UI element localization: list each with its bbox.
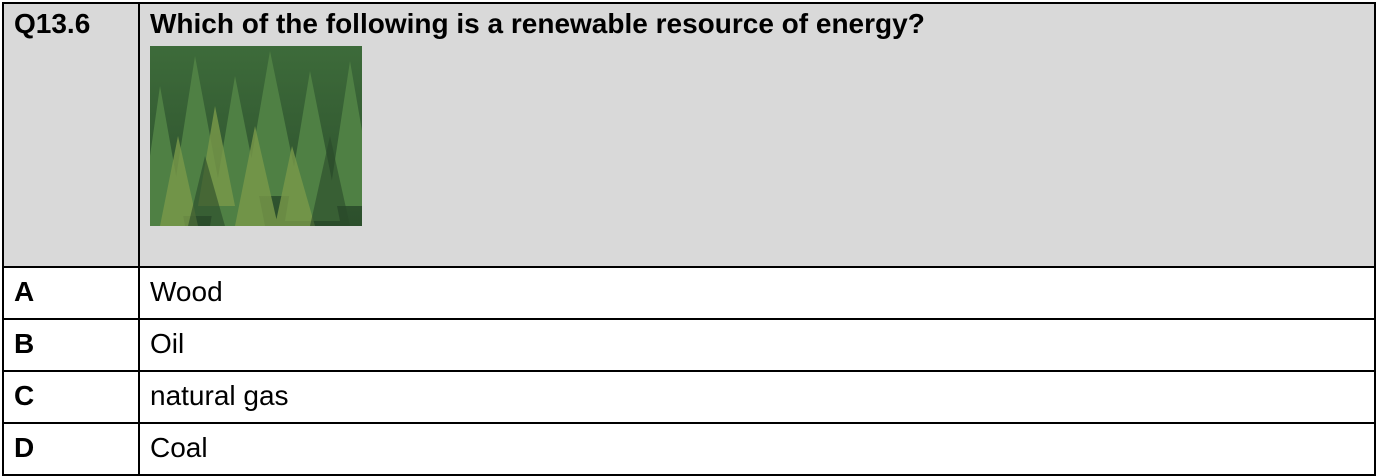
page: Q13.6 Which of the following is a renewa… xyxy=(0,0,1378,475)
option-letter: D xyxy=(3,423,139,475)
option-letter: C xyxy=(3,371,139,423)
option-text: Coal xyxy=(139,423,1375,475)
question-row: Q13.6 Which of the following is a renewa… xyxy=(3,3,1375,267)
option-letter: B xyxy=(3,319,139,371)
question-table: Q13.6 Which of the following is a renewa… xyxy=(2,2,1376,476)
option-text: Wood xyxy=(139,267,1375,319)
option-text: natural gas xyxy=(139,371,1375,423)
option-letter: A xyxy=(3,267,139,319)
question-text: Which of the following is a renewable re… xyxy=(150,8,1364,40)
option-text: Oil xyxy=(139,319,1375,371)
question-number: Q13.6 xyxy=(3,3,139,267)
forest-image xyxy=(150,46,362,226)
question-cell: Which of the following is a renewable re… xyxy=(139,3,1375,267)
